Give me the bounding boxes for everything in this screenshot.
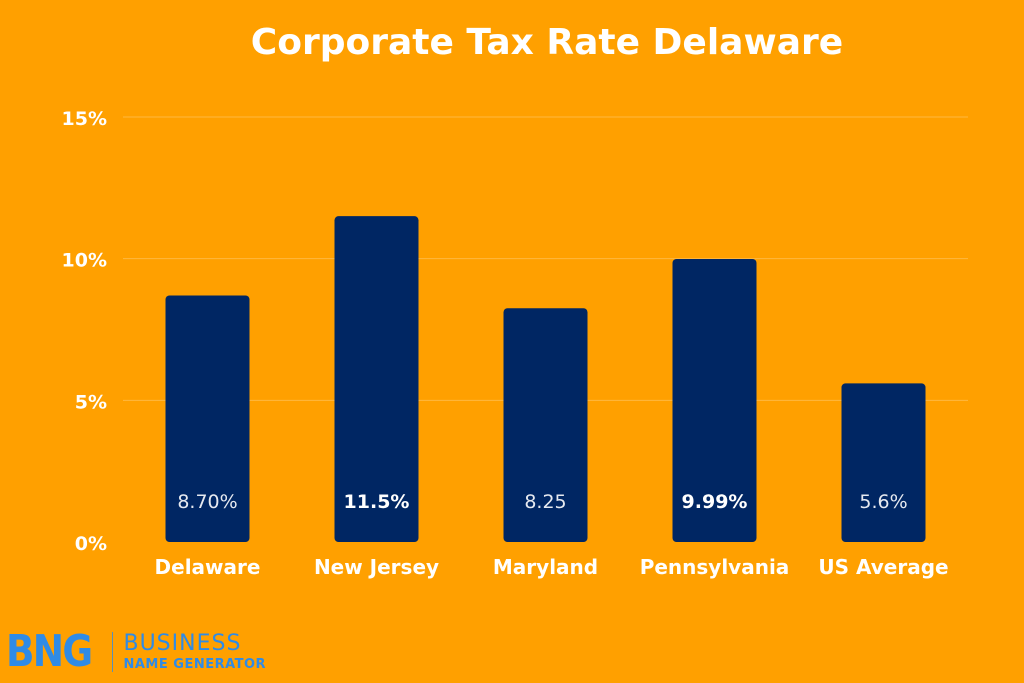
x-tick-label: Pennsylvania	[640, 555, 790, 579]
brand-divider	[112, 632, 114, 672]
x-tick-label: Delaware	[155, 555, 261, 579]
bar	[165, 295, 250, 542]
brand-line1: BUSINESS	[123, 631, 242, 656]
y-tick-label: 10%	[62, 250, 107, 272]
x-tick-label: New Jersey	[314, 555, 439, 579]
data-label: 9.99%	[682, 491, 748, 513]
data-label: 5.6%	[859, 491, 907, 513]
data-label: 11.5%	[344, 491, 410, 513]
brand-line2: NAME GENERATOR	[123, 657, 267, 672]
y-tick-label: 15%	[62, 108, 107, 130]
bar	[841, 383, 926, 542]
data-label: 8.25	[524, 491, 566, 513]
chart-title: Corporate Tax Rate Delaware	[250, 22, 844, 63]
bar	[672, 258, 757, 542]
x-tick-label: Maryland	[493, 555, 598, 579]
y-tick-label: 0%	[75, 533, 107, 555]
data-label: 8.70%	[177, 491, 237, 513]
bar	[503, 308, 588, 542]
bar	[334, 216, 419, 542]
brand-text: BUSINESS NAME GENERATOR	[123, 631, 267, 672]
y-tick-label: 5%	[75, 391, 107, 413]
x-tick-label: US Average	[818, 555, 948, 579]
brand-logo: BNG BUSINESS NAME GENERATOR	[6, 630, 266, 674]
brand-mark: BNG	[6, 626, 93, 677]
